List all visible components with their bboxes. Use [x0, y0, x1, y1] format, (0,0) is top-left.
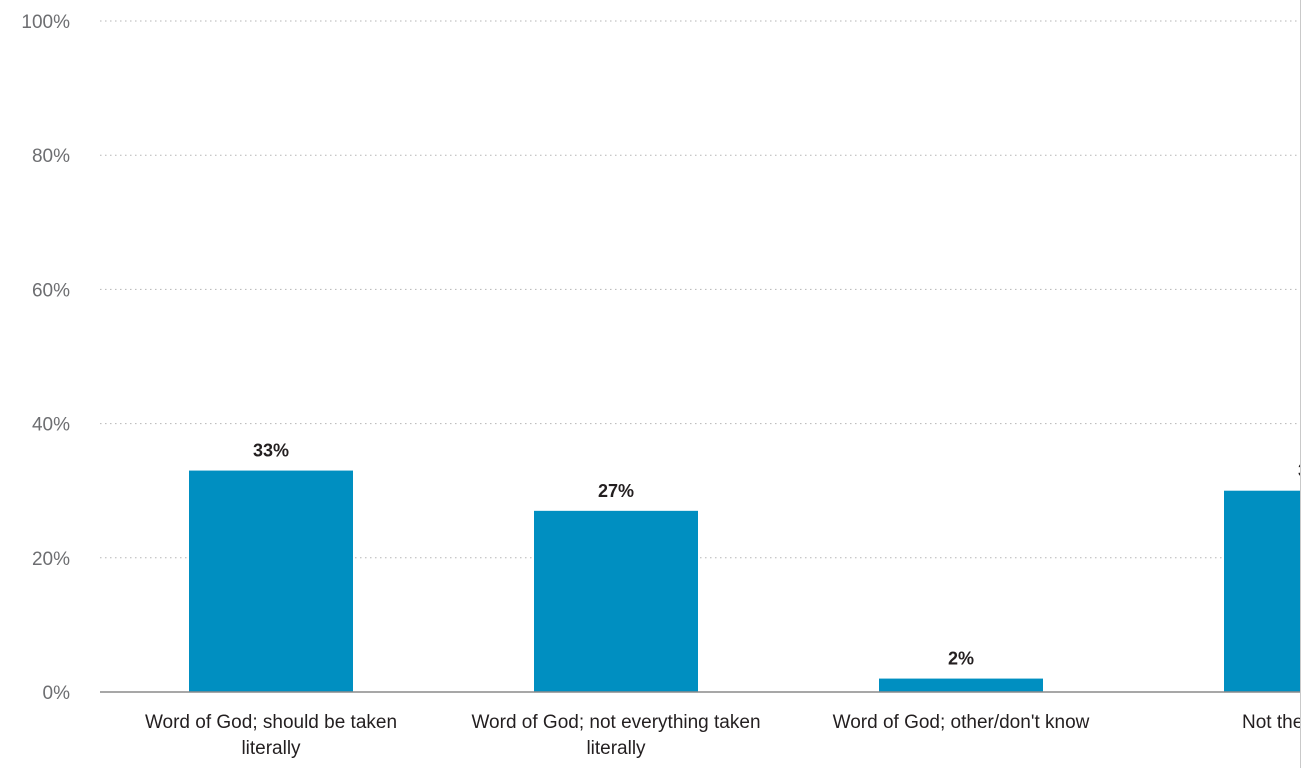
- bar-layer: [189, 470, 1315, 692]
- y-tick-layer: 0% 20% 40% 60% 80% 100%: [21, 12, 70, 704]
- right-edge-border: [1300, 0, 1315, 768]
- bar: [879, 678, 1043, 692]
- data-label-layer: 33%27%2%3(: [253, 441, 1314, 669]
- x-tick-label: Word of God; other/don't know: [832, 712, 1090, 733]
- y-tick-label: 80%: [32, 146, 70, 167]
- x-tick-label: Word of God; not everything taken litera…: [471, 712, 761, 759]
- y-tick-label: 20%: [32, 549, 70, 570]
- data-label: 33%: [253, 441, 289, 461]
- y-tick-label: 100%: [21, 12, 70, 33]
- bar: [1224, 490, 1315, 692]
- y-tick-label: 40%: [32, 415, 70, 436]
- data-label: 2%: [948, 649, 974, 669]
- bar: [534, 510, 698, 692]
- y-tick-label: 60%: [32, 280, 70, 301]
- data-label: 27%: [598, 481, 634, 501]
- grid-layer: [100, 20, 1300, 559]
- bar: [189, 470, 353, 692]
- x-tick-label: Not the w: [1242, 712, 1315, 733]
- x-tick-label: Word of God; should be taken literally: [144, 712, 398, 759]
- y-tick-label: 0%: [43, 683, 71, 704]
